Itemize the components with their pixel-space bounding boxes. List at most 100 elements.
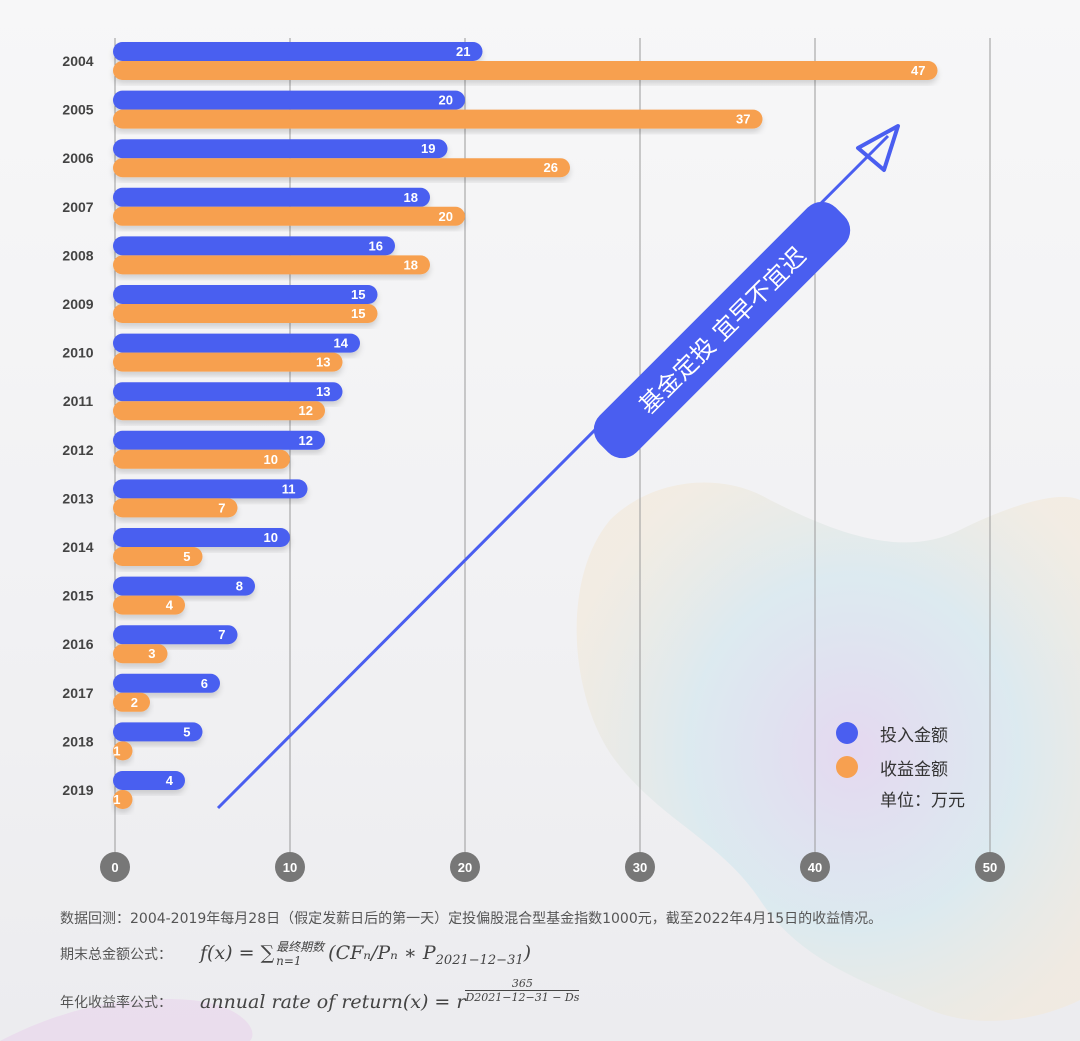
bar-invest [113, 187, 430, 207]
x-tick-label: 40 [808, 860, 822, 875]
formula1-sup: 最终期数 [276, 940, 325, 954]
formula1-close: ) [523, 942, 532, 964]
bar-value-label: 10 [264, 530, 278, 545]
bar-value-label: 13 [316, 355, 330, 370]
formula1-lhs: f(x) = ∑ [200, 942, 275, 964]
formula2-exp-num: 365 [511, 977, 533, 990]
bar-value-label: 47 [911, 63, 925, 78]
background-blob-bottom [0, 999, 253, 1041]
bar-value-label: 14 [334, 336, 349, 351]
unit-label: 单位：万元 [880, 791, 965, 811]
bar-value-label: 8 [236, 579, 243, 594]
x-tick-circle [275, 852, 305, 882]
bar-gain [113, 595, 185, 615]
bar-value-label: 5 [183, 724, 190, 739]
bar-value-label: 3 [148, 646, 155, 661]
arrow-head [856, 124, 900, 172]
bar-gain [113, 206, 465, 226]
bar-invest [113, 236, 395, 256]
bar-gain [113, 61, 938, 80]
x-tick-circle [625, 852, 655, 882]
legend-dot-invest [836, 722, 858, 744]
bar-gain [113, 449, 290, 469]
legend-item-gain: 收益金额 [836, 750, 965, 784]
bar-value-label: 12 [299, 433, 313, 448]
bar-value-label: 12 [299, 403, 313, 418]
formula1-body: (CFₙ/Pₙ ∗ P [328, 942, 436, 964]
bar-invest [113, 673, 220, 693]
x-tick-label: 0 [111, 860, 118, 875]
bar-value-label: 16 [369, 238, 383, 253]
year-label: 2005 [62, 102, 93, 118]
x-tick-label: 50 [983, 860, 997, 875]
bar-invest [113, 430, 325, 450]
bar-invest [113, 722, 203, 742]
bar-value-label: 11 [282, 481, 296, 496]
bar-invest [113, 528, 290, 547]
bar-value-label: 2 [131, 695, 138, 710]
bars: 2004214720052037200619262007182020081618… [62, 42, 938, 809]
year-label: 2010 [62, 345, 93, 361]
year-label: 2013 [62, 490, 93, 506]
formula1: f(x) = ∑ 最终期数 n=1 (CFₙ/Pₙ ∗ P2021−12−31) [200, 940, 531, 968]
x-tick-label: 10 [283, 860, 297, 875]
x-tick-circle [450, 852, 480, 882]
formula2-label: 年化收益率公式： [60, 995, 172, 1011]
data-note: 数据回测：2004-2019年每月28日（假定发薪日后的第一天）定投偏股混合型基… [60, 911, 883, 927]
bar-gain [113, 109, 763, 129]
bar-gain [113, 498, 238, 518]
bar-value-label: 21 [456, 44, 470, 59]
bar-value-label: 19 [421, 141, 435, 156]
bar-invest [113, 382, 343, 402]
bar-gain [113, 741, 133, 761]
legend-label-gain: 收益金额 [880, 759, 948, 780]
bar-invest [113, 479, 308, 499]
bar-value-label: 15 [351, 306, 365, 321]
bar-value-label: 13 [316, 384, 330, 399]
bar-value-label: 6 [201, 676, 208, 691]
year-label: 2017 [62, 685, 93, 701]
formula2: annual rate of return(x) = r 365 D2021−12−… [200, 977, 580, 1013]
bar-gain [113, 304, 378, 323]
bar-gain [113, 644, 168, 664]
bar-value-label: 5 [183, 549, 190, 564]
bar-invest [113, 333, 360, 353]
bar-value-label: 15 [351, 287, 365, 302]
bar-value-label: 4 [166, 773, 174, 788]
x-tick-label: 20 [458, 860, 472, 875]
bar-gain [113, 692, 150, 712]
bar-gain [113, 158, 570, 178]
x-tick-label: 30 [633, 860, 647, 875]
bar-value-label: 4 [166, 598, 174, 613]
bar-value-label: 1 [113, 743, 120, 758]
formula-row-2: 年化收益率公式： annual rate of return(x) = r 365… [60, 977, 882, 1024]
legend-dot-gain [836, 756, 858, 778]
bar-value-label: 18 [404, 190, 418, 205]
bar-invest [113, 771, 185, 790]
bar-value-label: 20 [439, 93, 453, 108]
bar-invest [113, 576, 255, 596]
slogan-banner [593, 201, 851, 459]
year-label: 2019 [62, 782, 93, 798]
year-label: 2009 [62, 296, 93, 312]
bar-value-label: 1 [113, 792, 120, 807]
bar-gain [113, 352, 343, 372]
legend-label-invest: 投入金额 [880, 725, 948, 746]
bar-invest [113, 90, 465, 110]
legend-item-invest: 投入金额 [836, 716, 965, 750]
bar-value-label: 20 [439, 209, 453, 224]
footer: 数据回测：2004-2019年每月28日（假定发薪日后的第一天）定投偏股混合型基… [60, 908, 882, 1024]
year-label: 2018 [62, 733, 93, 749]
year-label: 2012 [62, 442, 93, 458]
year-label: 2014 [62, 539, 93, 555]
bar-value-label: 26 [544, 160, 558, 175]
bar-invest [113, 139, 448, 159]
year-label: 2008 [62, 247, 93, 263]
bar-value-label: 18 [404, 257, 418, 272]
legend: 投入金额 收益金额 单位：万元 [836, 716, 965, 811]
year-label: 2007 [62, 199, 93, 215]
formula2-exp-den: D2021−12−31 − Ds [465, 990, 580, 1004]
bar-value-label: 10 [264, 452, 278, 467]
formula-row-1: 期末总金额公式： f(x) = ∑ 最终期数 n=1 (CFₙ/Pₙ ∗ P2021−… [60, 932, 882, 976]
